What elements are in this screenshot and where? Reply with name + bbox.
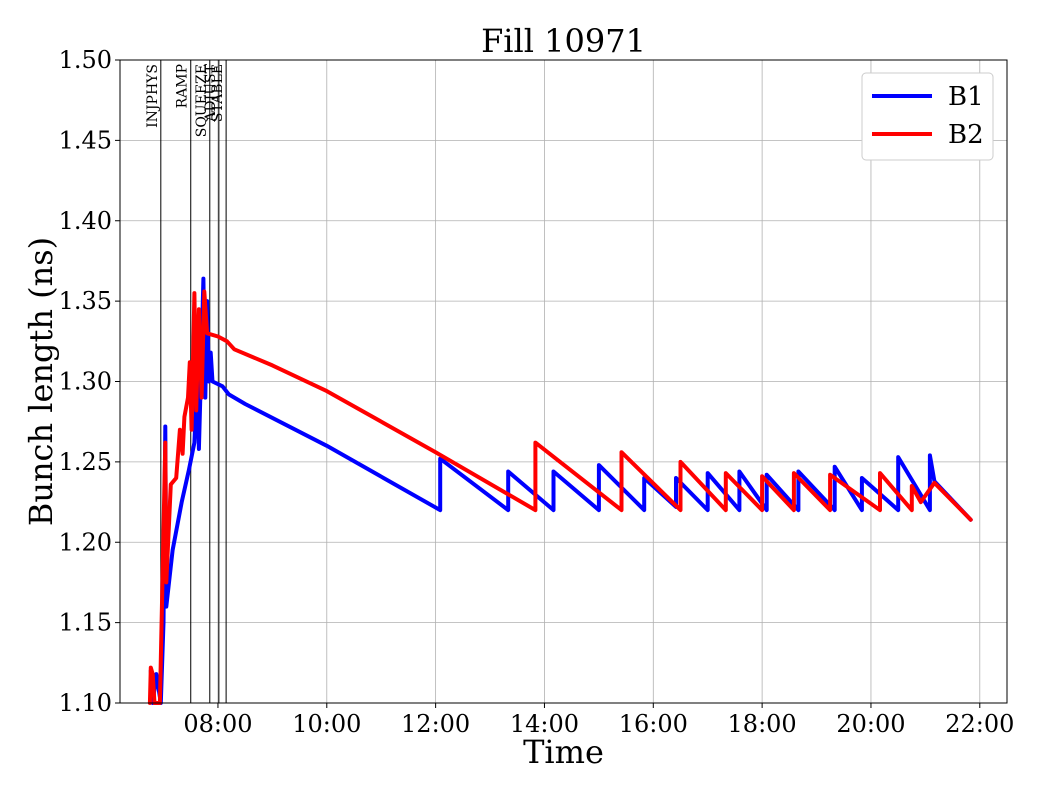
y-axis-title: Bunch length (ns)	[22, 237, 60, 526]
y-axis-ticks: 1.10 1.15 1.20 1.25 1.30 1.35 1.40 1.45 1.50	[59, 46, 120, 717]
x-tick-label: 22:00	[945, 710, 1014, 738]
series-line-b2	[147, 289, 973, 705]
phase-label: RAMP	[175, 64, 191, 108]
legend-label-b2: B2	[948, 120, 984, 150]
phase-label: STABLE	[210, 64, 226, 122]
y-tick-label: 1.50	[59, 46, 112, 74]
y-tick-label: 1.45	[59, 126, 112, 154]
y-tick-label: 1.35	[59, 287, 112, 315]
phase-label: SQUEEZE	[194, 64, 210, 137]
y-tick-label: 1.10	[59, 689, 112, 717]
series-line-b1	[148, 276, 973, 705]
y-tick-label: 1.30	[59, 368, 112, 396]
x-axis-ticks: 08:00 10:00 12:00 14:00 16:00 18:00 20:00 22:00	[183, 703, 1014, 738]
y-tick-label: 1.25	[59, 448, 112, 476]
x-tick-label: 14:00	[510, 710, 579, 738]
x-tick-label: 20:00	[836, 710, 905, 738]
chart-title: Fill 10971	[481, 22, 646, 60]
series-lines	[147, 276, 973, 705]
phase-label: INJPHYS	[145, 64, 161, 128]
phase-label: ADJUST	[203, 63, 219, 122]
x-tick-label: 18:00	[728, 710, 797, 738]
x-tick-label: 12:00	[401, 710, 470, 738]
x-tick-label: 10:00	[292, 710, 361, 738]
x-axis-title: Time	[523, 733, 604, 771]
y-tick-label: 1.15	[59, 609, 112, 637]
legend-label-b1: B1	[948, 82, 984, 112]
y-tick-label: 1.40	[59, 207, 112, 235]
x-tick-label: 16:00	[619, 710, 688, 738]
x-tick-label: 08:00	[183, 710, 252, 738]
y-tick-label: 1.20	[59, 528, 112, 556]
